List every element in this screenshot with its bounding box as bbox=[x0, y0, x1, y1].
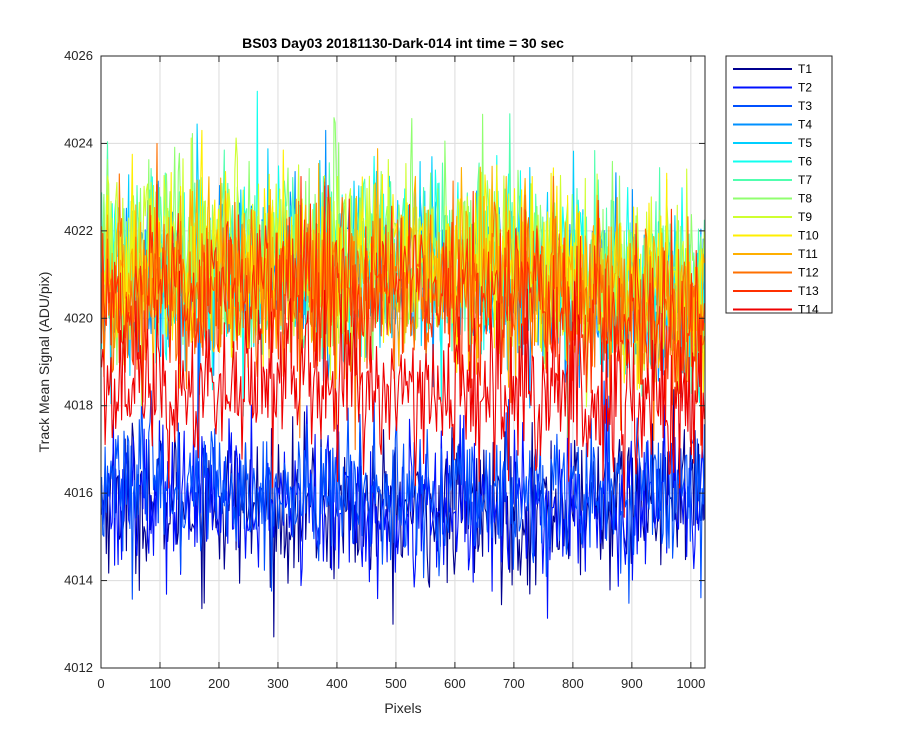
x-tick-label: 200 bbox=[208, 676, 230, 691]
legend-label-t10: T10 bbox=[798, 229, 819, 243]
legend-label-t6: T6 bbox=[798, 155, 812, 169]
x-axis-label: Pixels bbox=[384, 700, 421, 716]
legend-label-t11: T11 bbox=[798, 247, 818, 261]
x-tick-label: 0 bbox=[97, 676, 104, 691]
x-tick-label: 500 bbox=[385, 676, 407, 691]
series-line-t14 bbox=[101, 270, 705, 518]
chart-title: BS03 Day03 20181130-Dark-014 int time = … bbox=[242, 35, 564, 51]
legend-label-t7: T7 bbox=[798, 173, 812, 187]
legend-label-t4: T4 bbox=[798, 118, 812, 132]
legend-label-t14: T14 bbox=[798, 303, 819, 317]
legend-label-t9: T9 bbox=[798, 210, 812, 224]
x-tick-label: 700 bbox=[503, 676, 525, 691]
ticks: 0 100 200 300 400 500 600 700 800 900 1000 4012 4014… bbox=[64, 48, 705, 691]
x-tick-label: 1000 bbox=[676, 676, 705, 691]
series-line-t2 bbox=[101, 398, 705, 619]
series-layer bbox=[101, 90, 705, 638]
y-tick-label: 4022 bbox=[64, 223, 93, 238]
y-tick-label: 4024 bbox=[64, 135, 93, 150]
series-line-t3 bbox=[101, 323, 705, 604]
legend: T1 T2 T3 T4 T5 T6 T7 T8 T9 T10 T11 T12 T13 T14 bbox=[725, 55, 833, 317]
legend-label-t13: T13 bbox=[798, 284, 819, 298]
x-tick-label: 100 bbox=[149, 676, 171, 691]
y-tick-label: 4012 bbox=[64, 660, 93, 675]
x-tick-label: 300 bbox=[267, 676, 289, 691]
x-tick-label: 600 bbox=[444, 676, 466, 691]
legend-label-t3: T3 bbox=[798, 99, 812, 113]
legend-label-t2: T2 bbox=[798, 81, 812, 95]
legend-label-t8: T8 bbox=[798, 192, 812, 206]
y-tick-label: 4014 bbox=[64, 573, 93, 588]
x-tick-label: 800 bbox=[562, 676, 584, 691]
y-tick-label: 4018 bbox=[64, 398, 93, 413]
plot-frame bbox=[100, 55, 706, 669]
y-tick-label: 4016 bbox=[64, 485, 93, 500]
legend-label-t12: T12 bbox=[798, 266, 819, 280]
legend-label-t1: T1 bbox=[798, 62, 812, 76]
y-axis-label: Track Mean Signal (ADU/pix) bbox=[36, 272, 52, 453]
x-tick-label: 400 bbox=[326, 676, 348, 691]
legend-label-t5: T5 bbox=[798, 136, 812, 150]
x-tick-label: 900 bbox=[621, 676, 643, 691]
y-tick-label: 4026 bbox=[64, 48, 93, 63]
legend-box bbox=[725, 55, 833, 314]
series-line-t13 bbox=[101, 175, 705, 446]
y-tick-label: 4020 bbox=[64, 310, 93, 325]
